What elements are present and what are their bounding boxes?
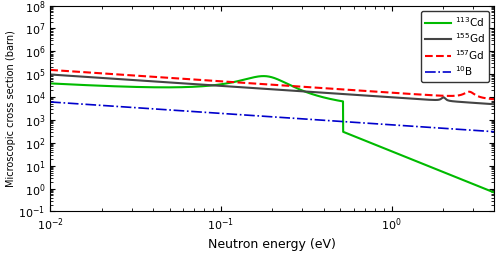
$^{155}$Gd [70,75,75,78]
$^{157}$Gd [310,86,316,89]
$^{10}$B [310,118,316,121]
$^{157}$Gd [492,98,498,101]
$^{10}$B [492,130,498,133]
$^{10}$B [330,119,336,122]
$^{155}$Gd [208,84,214,87]
$^{113}$Cd [310,93,316,96]
Legend: $^{113}$Cd, $^{155}$Gd, $^{157}$Gd, $^{10}$B: $^{113}$Cd, $^{155}$Gd, $^{157}$Gd, $^{1… [420,11,489,82]
$^{155}$Gd [310,90,316,94]
Line: $^{113}$Cd: $^{113}$Cd [50,76,494,192]
$^{113}$Cd [47,82,53,85]
$^{157}$Gd [376,90,382,94]
$^{113}$Cd [70,83,75,86]
$^{155}$Gd [376,95,382,98]
$^{155}$Gd [47,73,53,76]
$^{10}$B [400,124,406,127]
$^{157}$Gd [400,92,406,95]
Line: $^{157}$Gd: $^{157}$Gd [50,70,494,99]
$^{10}$B [376,123,382,126]
$^{10}$B [70,102,75,105]
Y-axis label: Microscopic cross section (barn): Microscopic cross section (barn) [6,30,16,187]
$^{113}$Cd [400,154,406,158]
$^{113}$Cd [376,145,382,148]
$^{155}$Gd [400,97,406,100]
$^{155}$Gd [330,92,336,95]
$^{157}$Gd [208,79,214,82]
Line: $^{155}$Gd: $^{155}$Gd [50,75,494,104]
$^{113}$Cd [492,191,498,194]
$^{157}$Gd [330,87,336,90]
$^{113}$Cd [208,84,214,87]
X-axis label: Neutron energy (eV): Neutron energy (eV) [208,238,336,251]
$^{10}$B [47,100,53,104]
$^{113}$Cd [330,98,336,101]
$^{157}$Gd [70,70,75,73]
$^{155}$Gd [492,103,498,106]
Line: $^{10}$B: $^{10}$B [50,102,494,132]
$^{10}$B [208,111,214,114]
$^{113}$Cd [260,75,266,78]
$^{157}$Gd [47,68,53,71]
